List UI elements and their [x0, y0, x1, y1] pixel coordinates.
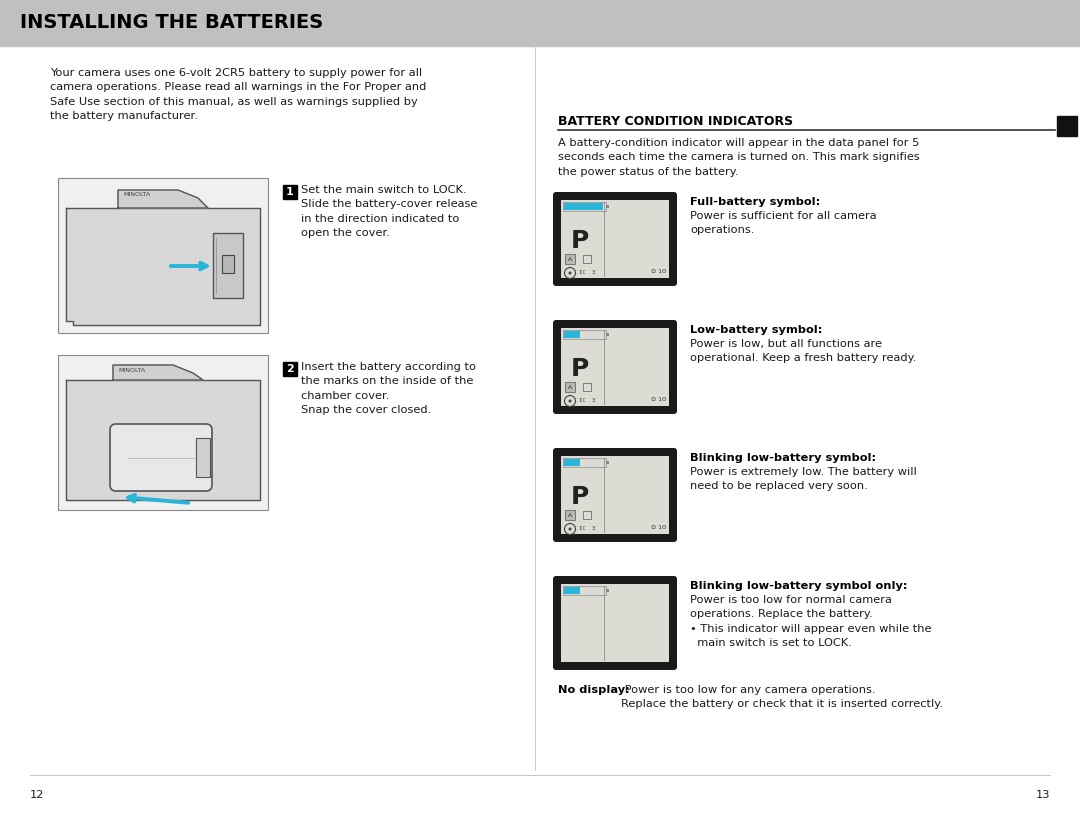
Bar	[564, 331, 580, 338]
Text: 2: 2	[286, 364, 294, 374]
Text: Set the main switch to LOCK.
Slide the battery-cover release
in the direction in: Set the main switch to LOCK. Slide the b…	[301, 185, 477, 238]
Text: MINOLTA: MINOLTA	[123, 192, 150, 197]
Text: Power is too low for any camera operations.
Replace the battery or check that it: Power is too low for any camera operatio…	[621, 685, 943, 710]
Polygon shape	[66, 208, 260, 325]
Bar	[283, 185, 297, 199]
FancyBboxPatch shape	[553, 320, 677, 414]
Bar	[561, 584, 669, 662]
Text: 12: 12	[30, 790, 44, 800]
Text: P: P	[570, 229, 589, 253]
Bar	[583, 255, 591, 263]
Text: ⊙ 10: ⊙ 10	[651, 397, 666, 402]
Text: 13: 13	[1036, 790, 1050, 800]
Bar	[606, 589, 609, 592]
Text: IC  3: IC 3	[579, 398, 595, 403]
Text: ⊙ 10: ⊙ 10	[651, 525, 666, 530]
Text: ⊙ 10: ⊙ 10	[651, 269, 666, 274]
Circle shape	[568, 272, 571, 274]
Text: Blinking low-battery symbol only:: Blinking low-battery symbol only:	[690, 581, 907, 591]
Text: 1: 1	[286, 187, 294, 197]
Bar	[564, 587, 580, 594]
Text: A: A	[568, 513, 572, 518]
Polygon shape	[113, 365, 203, 380]
Bar	[283, 362, 297, 376]
FancyBboxPatch shape	[553, 576, 677, 670]
Bar	[0, 0, 1080, 46]
Text: Blinking low-battery symbol:: Blinking low-battery symbol:	[690, 453, 876, 463]
Bar	[561, 200, 669, 278]
Bar	[195, 438, 210, 477]
Text: A battery-condition indicator will appear in the data panel for 5
seconds each t: A battery-condition indicator will appea…	[558, 138, 920, 177]
Bar	[1057, 116, 1077, 136]
Text: Power is extremely low. The battery will
need to be replaced very soon.: Power is extremely low. The battery will…	[690, 467, 917, 491]
Bar	[563, 458, 606, 467]
Text: INSTALLING THE BATTERIES: INSTALLING THE BATTERIES	[21, 13, 323, 32]
Bar	[58, 178, 268, 333]
Bar	[58, 355, 268, 510]
Polygon shape	[66, 380, 260, 500]
Bar	[563, 586, 606, 595]
Bar	[606, 461, 609, 464]
Text: IC  3: IC 3	[579, 270, 595, 275]
Text: No display:: No display:	[558, 685, 630, 695]
Bar	[563, 202, 606, 211]
FancyBboxPatch shape	[553, 448, 677, 542]
Text: IC  3: IC 3	[579, 526, 595, 531]
Text: P: P	[570, 485, 589, 509]
Text: Insert the battery according to
the marks on the inside of the
chamber cover.
Sn: Insert the battery according to the mark…	[301, 362, 476, 415]
Text: MINOLTA: MINOLTA	[118, 368, 145, 373]
Bar	[565, 510, 575, 520]
Text: Power is low, but all functions are
operational. Keep a fresh battery ready.: Power is low, but all functions are oper…	[690, 339, 916, 363]
Text: Low-battery symbol:: Low-battery symbol:	[690, 325, 822, 335]
Circle shape	[568, 400, 571, 402]
Bar	[606, 333, 609, 336]
Bar	[564, 203, 603, 210]
Text: A: A	[568, 385, 572, 390]
Text: Your camera uses one 6-volt 2CR5 battery to supply power for all
camera operatio: Your camera uses one 6-volt 2CR5 battery…	[50, 68, 427, 121]
Text: P: P	[570, 357, 589, 381]
Text: A: A	[568, 257, 572, 262]
Bar	[563, 330, 606, 339]
Bar	[561, 328, 669, 406]
Bar	[583, 511, 591, 520]
Bar	[565, 254, 575, 264]
Polygon shape	[118, 190, 208, 208]
Text: Power is sufficient for all camera
operations.: Power is sufficient for all camera opera…	[690, 211, 877, 235]
Text: Power is too low for normal camera
operations. Replace the battery.
• This indic: Power is too low for normal camera opera…	[690, 595, 931, 648]
Text: BATTERY CONDITION INDICATORS: BATTERY CONDITION INDICATORS	[558, 115, 793, 128]
Bar	[213, 233, 243, 298]
Bar	[606, 205, 609, 208]
Bar	[565, 382, 575, 392]
FancyBboxPatch shape	[553, 192, 677, 286]
Bar	[564, 459, 580, 466]
Bar	[222, 255, 234, 273]
Bar	[561, 456, 669, 534]
Circle shape	[568, 528, 571, 530]
Bar	[583, 383, 591, 392]
Text: Full-battery symbol:: Full-battery symbol:	[690, 197, 820, 207]
FancyBboxPatch shape	[110, 424, 212, 491]
